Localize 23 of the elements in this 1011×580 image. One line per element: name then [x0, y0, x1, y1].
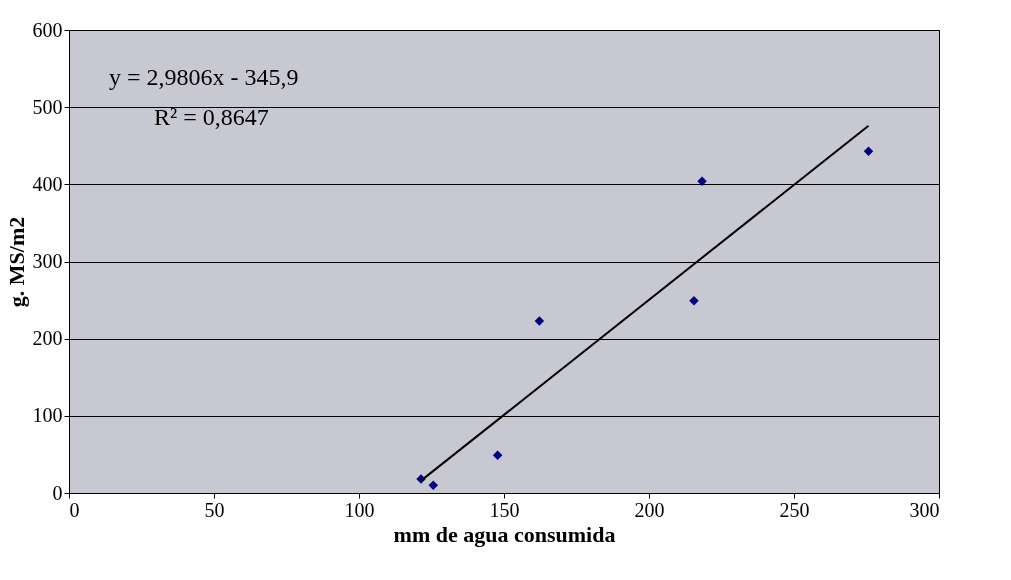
annotation: y = 2,9806x - 345,9: [109, 64, 299, 90]
y-tick-label: 200: [32, 327, 63, 350]
y-tick-label: 600: [32, 18, 63, 41]
y-axis-title: g. MS/m2: [3, 216, 29, 308]
y-tick-label: 100: [32, 404, 63, 427]
x-tick-label: 100: [344, 498, 375, 521]
x-tick-label: 50: [204, 498, 225, 521]
point: [863, 146, 874, 156]
point: [534, 316, 545, 326]
y-tick-label: 400: [32, 172, 63, 195]
y-tick-label: 300: [32, 250, 63, 272]
point: [428, 480, 438, 491]
x-tick-label: 200: [634, 498, 665, 521]
y-tick-label: 500: [32, 95, 63, 118]
y-tick-label: 0: [52, 481, 63, 504]
point: [492, 450, 503, 460]
x-axis-title: mm de agua consumida: [393, 521, 616, 547]
x-tick-label: 250: [779, 498, 810, 521]
x-tick-label: 300: [909, 498, 940, 521]
point: [697, 176, 707, 186]
annotation: R² = 0,8647: [154, 104, 269, 130]
x-tick-label: 150: [489, 498, 520, 521]
x-tick-label: 0: [69, 498, 80, 521]
